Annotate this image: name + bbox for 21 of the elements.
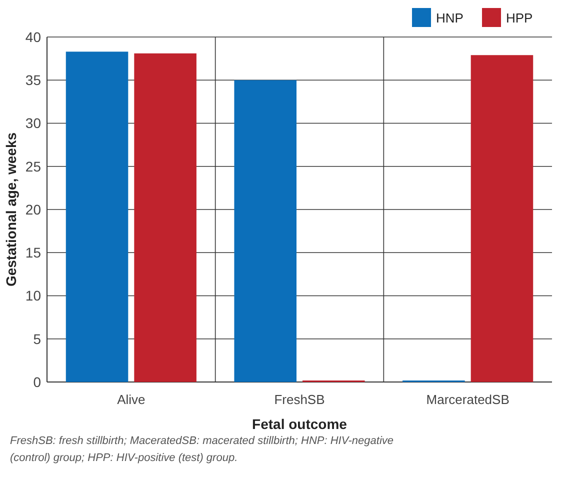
legend-label: HNP — [436, 10, 464, 26]
y-tick-label: 10 — [25, 288, 42, 304]
y-tick-label: 35 — [25, 72, 42, 88]
x-tick-label: Alive — [117, 392, 146, 407]
x-tick-label: MarceratedSB — [426, 392, 510, 407]
y-tick-label: 30 — [25, 115, 42, 132]
y-tick-label: 20 — [25, 201, 42, 218]
bar — [470, 55, 534, 382]
x-axis-title: Fetal outcome — [252, 416, 348, 432]
y-tick-label: 40 — [25, 28, 42, 45]
y-axis-title: Gestational age, weeks — [3, 132, 19, 287]
y-tick-label: 25 — [25, 158, 42, 174]
text: FreshSB: fresh stillbirth; MaceratedSB: macerated stillbirth; HNP: HIV-negative (control) group; HPP: HIV-positive (test) group. — [10, 435, 394, 464]
x-tick-label: FreshSB — [274, 392, 325, 407]
legend-label: HPP — [506, 10, 533, 26]
bar — [134, 53, 196, 382]
y-tick-label: 5 — [33, 330, 42, 347]
bar — [234, 80, 296, 382]
y-tick-label: 15 — [25, 244, 42, 261]
y-tick-label: 0 — [33, 374, 42, 390]
bar — [66, 52, 128, 382]
